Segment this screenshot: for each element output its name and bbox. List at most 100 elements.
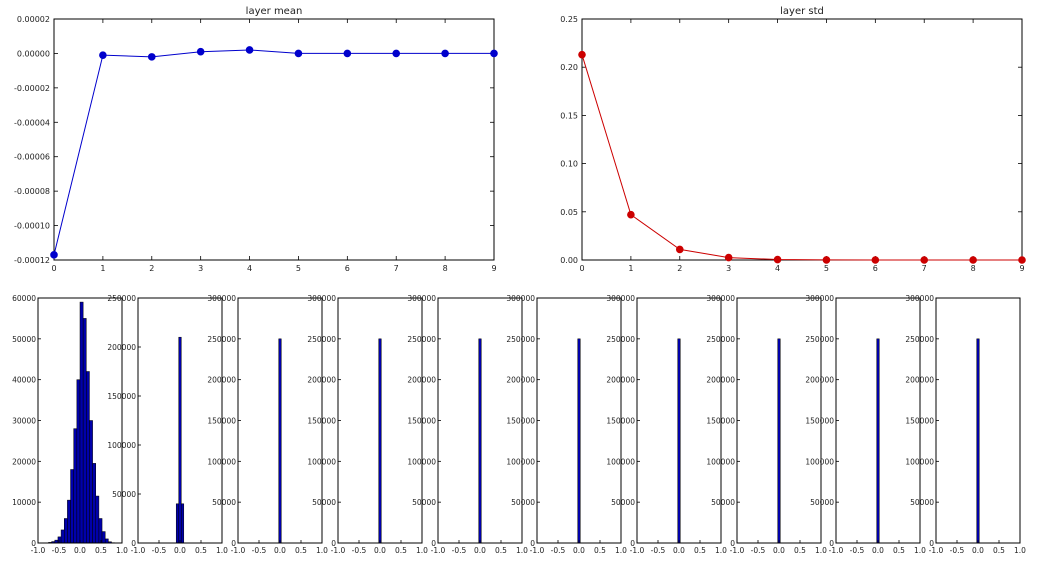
x-tick-label: 1.0 (815, 546, 827, 555)
y-tick-label: 150000 (805, 417, 834, 426)
x-tick-label: 0.5 (395, 546, 407, 555)
data-point (196, 47, 205, 56)
x-tick-label: 1.0 (216, 546, 228, 555)
y-tick-label: 0 (231, 539, 236, 548)
y-tick-label: 100000 (407, 457, 436, 466)
x-tick-label: 0.0 (174, 546, 186, 555)
histogram-bar (60, 529, 65, 544)
y-tick-label: 0 (131, 539, 136, 548)
x-tick-label: -1.0 (829, 546, 844, 555)
y-tick-label: 300000 (706, 294, 735, 303)
histogram-bar (278, 338, 282, 544)
y-tick-label: 150000 (606, 417, 635, 426)
data-point (490, 49, 498, 58)
x-tick-label: -1.0 (231, 546, 246, 555)
histogram-bar (101, 531, 106, 544)
x-tick-label: -1.0 (431, 546, 446, 555)
histogram-bar (86, 371, 90, 544)
x-tick-label: 1 (628, 264, 633, 273)
y-tick-label: 150000 (407, 417, 436, 426)
x-tick-label: 0.5 (893, 546, 905, 555)
y-tick-label: 150000 (706, 417, 735, 426)
x-tick-label: 6 (873, 264, 878, 273)
x-tick-label: 1.0 (715, 546, 727, 555)
layer-mean-title: layer mean (246, 6, 303, 17)
x-tick-label: 0.0 (374, 546, 386, 555)
x-tick-label: 0.5 (495, 546, 507, 555)
y-tick-label: 50000 (412, 498, 436, 507)
y-tick-label: 0 (730, 539, 735, 548)
histogram-bar (76, 379, 81, 544)
x-tick-label: 1.0 (1014, 546, 1026, 555)
y-tick-label: -0.00006 (14, 153, 50, 162)
y-tick-label: 50000 (711, 498, 735, 507)
x-tick-label: 0.5 (295, 546, 307, 555)
y-tick-label: 0.20 (560, 63, 578, 72)
x-tick-label: -1.0 (530, 546, 545, 555)
histogram-bar (73, 428, 78, 544)
y-tick-label: 100000 (307, 457, 336, 466)
y-tick-label: 0.05 (560, 208, 578, 217)
data-point (969, 256, 977, 264)
y-tick-label: 0.10 (560, 160, 578, 169)
y-tick-label: 40000 (12, 376, 36, 385)
x-tick-label: 3 (726, 264, 731, 273)
y-tick-label: 150000 (905, 417, 934, 426)
y-tick-label: 30000 (12, 417, 36, 426)
x-tick-label: 9 (1019, 264, 1024, 273)
y-tick-label: 250000 (407, 335, 436, 344)
x-tick-label: 0.0 (274, 546, 286, 555)
x-tick-label: 1.0 (914, 546, 926, 555)
y-tick-label: 200000 (407, 376, 436, 385)
data-point (578, 50, 586, 59)
y-tick-label: 50000 (611, 498, 635, 507)
x-tick-label: -1.0 (31, 546, 46, 555)
x-tick-label: 1.0 (615, 546, 627, 555)
x-tick-label: 8 (971, 264, 976, 273)
data-point (773, 255, 782, 264)
y-tick-label: 200000 (506, 376, 535, 385)
layer-std-title: layer std (780, 6, 824, 17)
x-tick-label: 0.0 (74, 546, 86, 555)
x-tick-label: 0.0 (673, 546, 685, 555)
data-point (294, 49, 303, 58)
series-line (581, 54, 1022, 261)
histogram-layer-4: -1.0 -0.5 0.0 0.5 1.005000010000015000020000… (407, 294, 528, 555)
y-tick-label: 200000 (805, 376, 834, 385)
y-tick-label: 100000 (107, 441, 136, 450)
y-tick-label: 250000 (506, 335, 535, 344)
y-tick-label: 0 (829, 539, 834, 548)
data-point (147, 53, 156, 61)
histogram-bar (181, 503, 185, 544)
y-tick-label: -0.00002 (14, 84, 50, 93)
x-tick-label: -0.5 (252, 546, 267, 555)
data-point (871, 256, 880, 264)
y-tick-label: 0.00000 (17, 49, 50, 58)
y-tick-label: 100000 (905, 457, 934, 466)
y-tick-label: 250000 (207, 335, 236, 344)
x-tick-label: 0.5 (993, 546, 1005, 555)
y-tick-label: 250000 (606, 335, 635, 344)
x-tick-label: -0.5 (651, 546, 666, 555)
y-tick-label: 300000 (606, 294, 635, 303)
histogram-bar (89, 420, 93, 544)
x-tick-label: -1.0 (630, 546, 645, 555)
y-tick-label: 100000 (506, 457, 535, 466)
histogram-bar (104, 538, 109, 544)
x-tick-label: 3 (198, 264, 203, 273)
x-tick-label: -0.5 (452, 546, 467, 555)
histogram-bar (478, 338, 482, 544)
y-tick-label: 20000 (12, 457, 36, 466)
y-tick-label: 200000 (905, 376, 934, 385)
data-point (50, 251, 58, 259)
histogram-layer-7: -1.0 -0.5 0.0 0.5 1.005000010000015000020000… (706, 294, 827, 555)
x-tick-label: 8 (443, 264, 448, 273)
data-point (441, 49, 449, 58)
histogram-bar (98, 518, 103, 544)
histogram-bar (70, 469, 74, 544)
y-tick-label: 100000 (207, 457, 236, 466)
y-tick-label: 0 (530, 539, 535, 548)
x-tick-label: 1 (100, 264, 105, 273)
series-line (53, 49, 494, 255)
